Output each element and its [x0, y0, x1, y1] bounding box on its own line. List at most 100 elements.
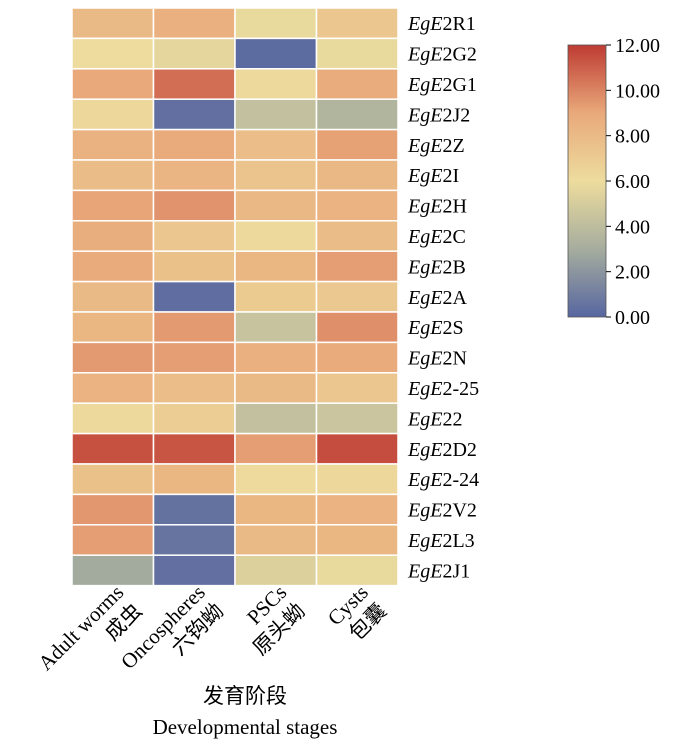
- heatmap-cell: [234, 432, 318, 465]
- row-label: EgE2G2: [407, 44, 477, 66]
- colorbar-tick-label: 10.00: [615, 80, 660, 102]
- heatmap-cell: [315, 554, 399, 587]
- heatmap-cell: [234, 98, 318, 131]
- heatmap-cell: [71, 402, 155, 435]
- row-label: EgE2H: [407, 196, 467, 218]
- colorbar-tick-label: 2.00: [615, 262, 650, 284]
- heatmap-cell: [315, 37, 399, 70]
- colorbar: 0.00 2.00 4.00 6.00 8.00 10.00 12.00: [567, 35, 660, 329]
- heatmap-cell: [71, 524, 155, 556]
- row-label: EgE2L3: [407, 530, 475, 552]
- row-label: EgE2B: [407, 256, 466, 278]
- heatmap-cell: [234, 37, 318, 70]
- heatmap-cell: [234, 128, 318, 161]
- heatmap-cell: [152, 463, 236, 496]
- row-label: EgE2I: [407, 165, 459, 187]
- row-label: EgE2G1: [407, 74, 477, 96]
- heatmap-cell: [315, 524, 399, 556]
- heatmap-cell: [234, 68, 318, 100]
- heatmap-cell: [152, 220, 236, 252]
- colorbar-tick-label: 12.00: [615, 35, 660, 57]
- row-label: EgE2C: [407, 226, 466, 248]
- row-label: EgE2J1: [407, 560, 470, 582]
- row-label: EgE2-25: [407, 378, 479, 400]
- heatmap-cell: [152, 7, 236, 40]
- heatmap-cells: [71, 7, 399, 587]
- heatmap-cell: [234, 159, 318, 192]
- colorbar-tick-label: 4.00: [615, 216, 650, 238]
- heatmap-cell: [152, 37, 236, 70]
- heatmap-cell: [152, 493, 236, 526]
- row-label: EgE2Z: [407, 135, 465, 157]
- colorbar-tick-label: 8.00: [615, 126, 650, 148]
- heatmap-cell: [315, 250, 399, 283]
- heatmap-cell: [234, 7, 318, 40]
- heatmap-cell: [315, 311, 399, 344]
- heatmap-cell: [152, 128, 236, 161]
- heatmap-cell: [71, 220, 155, 252]
- heatmap-cell: [315, 128, 399, 161]
- heatmap-cell: [152, 432, 236, 465]
- heatmap-cell: [315, 493, 399, 526]
- heatmap-cell: [152, 68, 236, 100]
- heatmap-cell: [234, 341, 318, 374]
- heatmap-cell: [315, 402, 399, 435]
- heatmap-cell: [315, 159, 399, 192]
- heatmap-cell: [152, 159, 236, 192]
- heatmap-cell: [152, 402, 236, 435]
- x-axis-title: Developmental stages: [153, 715, 338, 739]
- row-label: EgE2V2: [407, 500, 477, 522]
- heatmap-cell: [71, 128, 155, 161]
- heatmap-cell: [234, 554, 318, 587]
- heatmap-cell: [234, 402, 318, 435]
- row-label: EgE2D2: [407, 439, 477, 461]
- heatmap-cell: [71, 98, 155, 131]
- heatmap-cell: [234, 524, 318, 556]
- heatmap-cell: [234, 189, 318, 222]
- colorbar-tick-label: 0.00: [615, 307, 650, 329]
- heatmap-cell: [152, 372, 236, 404]
- colorbar-gradient: [567, 44, 607, 318]
- row-label: EgE2-24: [407, 469, 479, 491]
- heatmap-cell: [71, 311, 155, 344]
- heatmap-cell: [315, 341, 399, 374]
- x-axis-title-cn: 发育阶段: [203, 684, 287, 708]
- heatmap-cell: [315, 98, 399, 131]
- heatmap-cell: [234, 220, 318, 252]
- heatmap-cell: [71, 280, 155, 313]
- heatmap-cell: [234, 250, 318, 283]
- heatmap-cell: [152, 189, 236, 222]
- row-labels: EgE2R1 EgE2G2 EgE2G1 EgE2J2 EgE2Z EgE2I EgE2H E…: [407, 13, 479, 582]
- heatmap-cell: [315, 372, 399, 404]
- heatmap-cell: [315, 432, 399, 465]
- heatmap-cell: [152, 98, 236, 131]
- heatmap-cell: [71, 7, 155, 40]
- heatmap-cell: [234, 311, 318, 344]
- row-label: EgE22: [407, 408, 462, 430]
- row-label: EgE2N: [407, 348, 467, 370]
- heatmap-cell: [71, 250, 155, 283]
- row-label: EgE2J2: [407, 104, 470, 126]
- heatmap-cell: [152, 554, 236, 587]
- heatmap-cell: [315, 280, 399, 313]
- heatmap-cell: [315, 189, 399, 222]
- heatmap-cell: [152, 280, 236, 313]
- heatmap-cell: [152, 250, 236, 283]
- heatmap-cell: [71, 189, 155, 222]
- heatmap-cell: [152, 524, 236, 556]
- heatmap-cell: [315, 68, 399, 100]
- heatmap-cell: [71, 37, 155, 70]
- colorbar-ticks: 0.00 2.00 4.00 6.00 8.00 10.00 12.00: [606, 35, 660, 329]
- heatmap-cell: [71, 463, 155, 496]
- heatmap-cell: [234, 372, 318, 404]
- heatmap-cell: [315, 463, 399, 496]
- heatmap-cell: [234, 493, 318, 526]
- heatmap-cell: [152, 311, 236, 344]
- heatmap-cell: [315, 7, 399, 40]
- heatmap-cell: [71, 68, 155, 100]
